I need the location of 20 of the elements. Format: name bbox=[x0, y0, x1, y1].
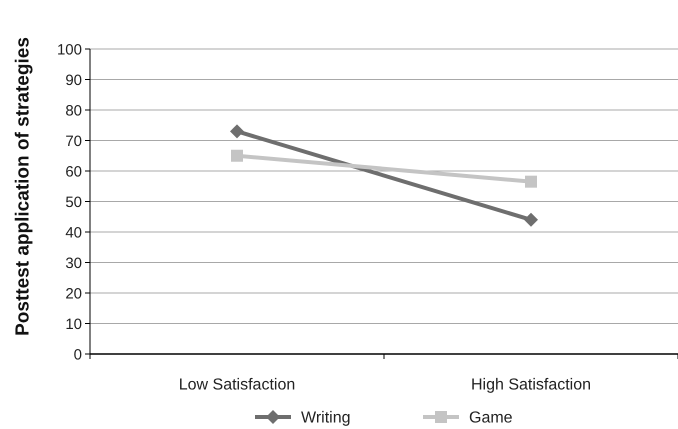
point bbox=[231, 150, 243, 162]
y-tick-label: 60 bbox=[65, 163, 82, 180]
point bbox=[525, 176, 537, 188]
legend-label: Writing bbox=[301, 410, 350, 427]
x-tick-label: High Satisfaction bbox=[470, 376, 592, 394]
y-tick-label: 50 bbox=[65, 194, 82, 211]
x-tick-label: Low Satisfaction bbox=[178, 376, 296, 394]
y-tick-label: 30 bbox=[65, 254, 82, 272]
point bbox=[230, 124, 244, 138]
y-tick-label: 70 bbox=[65, 132, 82, 150]
y-axis-title: Posttest application of strategies bbox=[12, 37, 34, 336]
y-tick-label: 80 bbox=[65, 102, 82, 120]
y-tick-label: 40 bbox=[65, 224, 82, 242]
y-tick-label: 10 bbox=[65, 316, 82, 333]
y-tick-label: 90 bbox=[65, 72, 82, 89]
point bbox=[524, 212, 538, 227]
y-tick-label: 0 bbox=[74, 346, 82, 364]
y-tick-label: 20 bbox=[65, 285, 82, 302]
y-tick-label: 100 bbox=[56, 41, 82, 58]
legend-label: Game bbox=[469, 410, 513, 427]
